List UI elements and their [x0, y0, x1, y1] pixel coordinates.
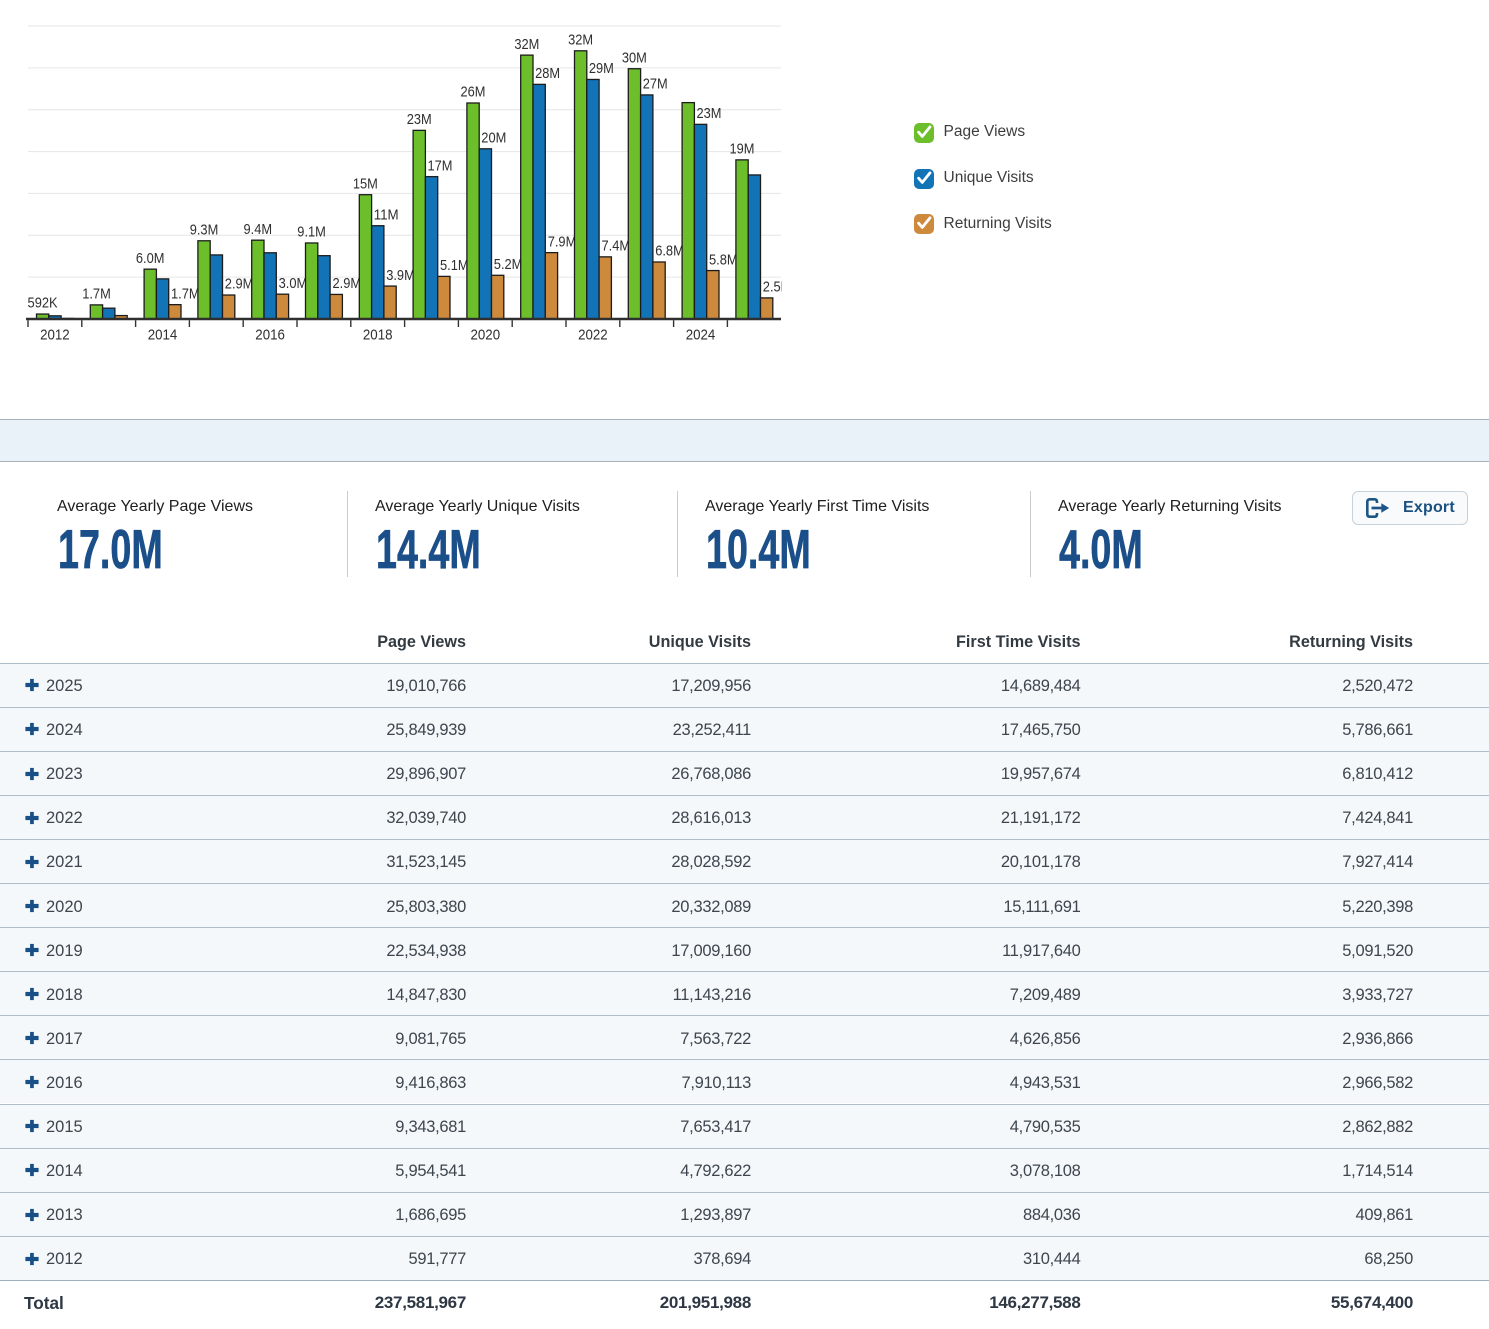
svg-text:32M: 32M: [514, 37, 539, 53]
svg-text:5.1M: 5.1M: [440, 258, 469, 274]
svg-text:3.0M: 3.0M: [279, 276, 308, 292]
svg-text:17M: 17M: [428, 158, 453, 174]
svg-text:2018: 2018: [363, 327, 393, 343]
svg-text:23M: 23M: [697, 106, 722, 122]
svg-text:11M: 11M: [374, 207, 399, 223]
svg-text:27M: 27M: [643, 77, 668, 93]
svg-text:7.9M: 7.9M: [548, 234, 577, 250]
svg-text:2016: 2016: [255, 327, 285, 343]
svg-text:2022: 2022: [578, 327, 608, 343]
svg-text:28M: 28M: [535, 66, 560, 82]
svg-text:1.7M: 1.7M: [82, 287, 111, 303]
svg-text:5.8M: 5.8M: [709, 252, 738, 268]
svg-text:29M: 29M: [589, 61, 614, 77]
svg-text:1.7M: 1.7M: [171, 286, 200, 302]
svg-text:9.3M: 9.3M: [190, 223, 219, 239]
svg-text:9.4M: 9.4M: [244, 222, 273, 238]
svg-text:592K: 592K: [28, 296, 58, 312]
svg-text:3.9M: 3.9M: [386, 268, 415, 284]
svg-text:23M: 23M: [407, 112, 432, 128]
svg-text:2.9M: 2.9M: [225, 277, 254, 293]
svg-text:26M: 26M: [461, 85, 486, 101]
svg-text:20M: 20M: [481, 131, 506, 147]
svg-text:32M: 32M: [568, 33, 593, 49]
svg-text:30M: 30M: [622, 50, 647, 66]
svg-text:2012: 2012: [40, 327, 70, 343]
svg-text:2014: 2014: [148, 327, 178, 343]
svg-text:2.5M: 2.5M: [763, 280, 782, 296]
svg-text:19M: 19M: [730, 142, 755, 158]
svg-text:6.0M: 6.0M: [136, 251, 165, 267]
svg-text:2.9M: 2.9M: [333, 276, 362, 292]
svg-text:15M: 15M: [353, 176, 378, 192]
svg-text:2020: 2020: [471, 327, 501, 343]
svg-text:2024: 2024: [686, 327, 716, 343]
svg-text:6.8M: 6.8M: [655, 244, 684, 260]
svg-text:9.1M: 9.1M: [297, 225, 326, 241]
svg-text:5.2M: 5.2M: [494, 257, 523, 273]
svg-text:7.4M: 7.4M: [602, 239, 631, 255]
